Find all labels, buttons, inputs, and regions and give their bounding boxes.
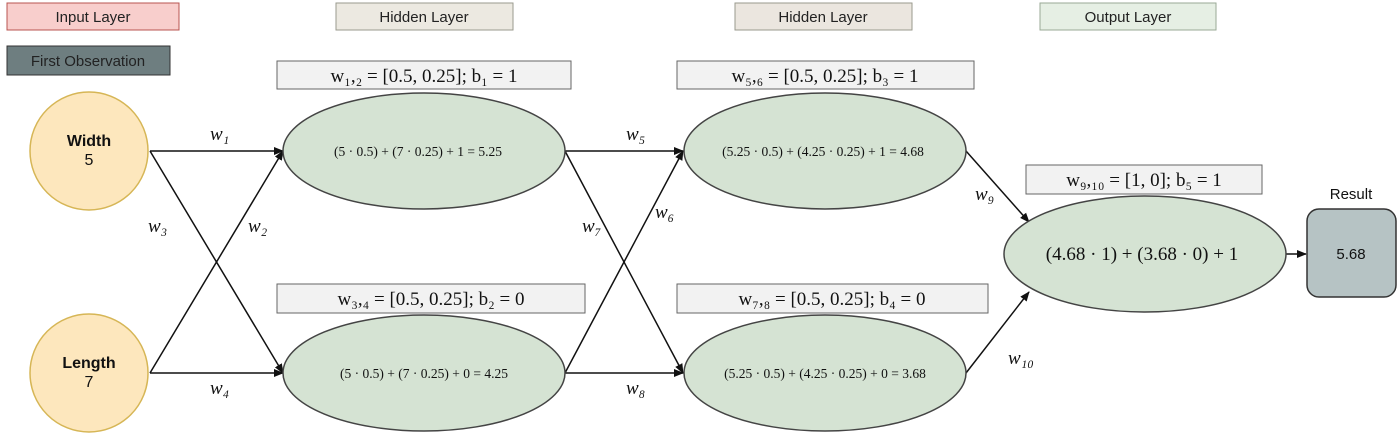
length-label: Length	[62, 355, 115, 372]
edge-label-w7: w₇	[582, 216, 602, 237]
param-w34-text: w₃,₄ = [0.5, 0.25]; b₂ = 0	[338, 289, 525, 310]
width-label: Width	[67, 133, 111, 150]
hidden-node-3: (5.25 · 0.5) + (4.25 · 0.25) + 1 = 4.68	[683, 92, 967, 210]
hidden-layer-1-label: Hidden Layer	[379, 9, 468, 26]
param-w910-text: w₉,₁₀ = [1, 0]; b₅ = 1	[1066, 170, 1222, 191]
edge-label-w10: w₁₀	[1008, 348, 1034, 369]
result-value: 5.68	[1336, 246, 1365, 263]
hidden-node-4: (5.25 · 0.5) + (4.25 · 0.25) + 0 = 3.68	[683, 314, 967, 432]
edges	[149, 147, 1307, 377]
param-box-w910: w₉,₁₀ = [1, 0]; b₅ = 1	[1025, 164, 1263, 195]
hidden-layer-2-header: Hidden Layer	[734, 2, 913, 31]
param-w12-text: w₁,₂ = [0.5, 0.25]; b₁ = 1	[331, 66, 518, 87]
length-value: 7	[85, 374, 94, 391]
output-node: (4.68 · 1) + (3.68 · 0) + 1	[1003, 195, 1287, 313]
first-observation-header: First Observation	[6, 45, 171, 76]
hidden-node-1-equation: (5 · 0.5) + (7 · 0.25) + 1 = 5.25	[334, 144, 502, 159]
edge-w6	[564, 150, 684, 374]
output-node-equation: (4.68 · 1) + (3.68 · 0) + 1	[1046, 244, 1238, 265]
param-w78-text: w₇,₈ = [0.5, 0.25]; b₄ = 0	[739, 289, 926, 310]
hidden-layer-2-label: Hidden Layer	[778, 9, 867, 26]
width-value: 5	[85, 152, 94, 169]
edge-label-w1: w₁	[210, 124, 229, 145]
edge-w9	[965, 150, 1030, 223]
hidden-node-2-equation: (5 · 0.5) + (7 · 0.25) + 0 = 4.25	[340, 366, 508, 381]
edge-label-w9: w₉	[975, 184, 994, 205]
hidden-layer-1-header: Hidden Layer	[335, 2, 514, 31]
edge-w2	[149, 150, 284, 374]
hidden-node-4-equation: (5.25 · 0.5) + (4.25 · 0.25) + 0 = 3.68	[724, 366, 926, 381]
hidden-node-2: (5 · 0.5) + (7 · 0.25) + 0 = 4.25	[282, 314, 566, 432]
edge-label-w6: w₆	[655, 202, 674, 223]
input-layer-header: Input Layer	[6, 2, 180, 31]
param-box-w78: w₇,₈ = [0.5, 0.25]; b₄ = 0	[676, 283, 989, 314]
output-layer-header: Output Layer	[1039, 2, 1217, 31]
output-layer-label: Output Layer	[1085, 9, 1172, 26]
result-box: 5.68	[1306, 208, 1397, 298]
param-box-w56: w₅,₆ = [0.5, 0.25]; b₃ = 1	[676, 60, 975, 90]
param-box-w34: w₃,₄ = [0.5, 0.25]; b₂ = 0	[276, 283, 586, 314]
param-w56-text: w₅,₆ = [0.5, 0.25]; b₃ = 1	[732, 66, 919, 87]
input-layer-label: Input Layer	[55, 9, 130, 26]
edge-label-w8: w₈	[626, 378, 645, 399]
result-label: Result	[1330, 186, 1373, 203]
input-node-length: Length 7	[29, 313, 149, 433]
param-box-w12: w₁,₂ = [0.5, 0.25]; b₁ = 1	[276, 60, 572, 90]
edge-w10	[965, 291, 1030, 374]
edge-label-w3: w₃	[148, 216, 167, 237]
first-observation-label: First Observation	[31, 53, 145, 70]
edge-label-w2: w₂	[248, 216, 268, 237]
edge-label-w5: w₅	[626, 124, 645, 145]
input-node-width: Width 5	[29, 91, 149, 211]
hidden-node-1: (5 · 0.5) + (7 · 0.25) + 1 = 5.25	[282, 92, 566, 210]
edge-label-w4: w₄	[210, 378, 229, 399]
hidden-node-3-equation: (5.25 · 0.5) + (4.25 · 0.25) + 1 = 4.68	[722, 144, 924, 159]
